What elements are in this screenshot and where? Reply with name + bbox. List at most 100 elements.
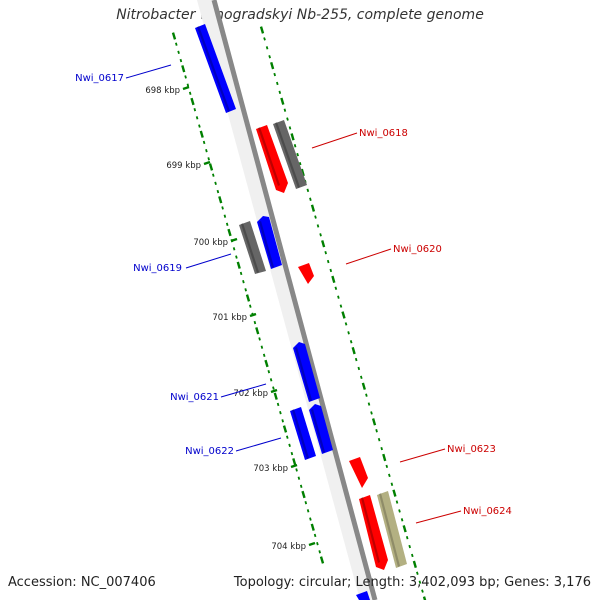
- right-tick-track-dot: [296, 152, 299, 157]
- left-tick-track-dot: [306, 509, 310, 513]
- left-tick-track-dot: [282, 425, 288, 433]
- left-tick-track-dot: [295, 468, 298, 472]
- right-tick-track-dot: [278, 90, 282, 95]
- left-tick-track-dot: [184, 75, 187, 79]
- tick-major: [182, 85, 190, 91]
- left-tick-track-dot: [313, 533, 317, 538]
- gene-nwi0619[interactable]: [257, 216, 282, 269]
- right-tick-track-dot: [341, 311, 346, 319]
- right-tick-track-dot: [329, 268, 333, 273]
- tick-major: [308, 541, 316, 547]
- ticks-layer: [171, 26, 427, 600]
- left-tick-track-dot: [281, 419, 284, 423]
- right-tick-track-dot: [422, 596, 427, 600]
- gene-nwi0618-gray[interactable]: [273, 120, 307, 189]
- left-tick-track-dot: [179, 58, 183, 63]
- left-tick-track-dot: [175, 42, 178, 46]
- right-tick-track-dot: [324, 250, 327, 255]
- gene-nwi0622-a[interactable]: [290, 407, 316, 460]
- left-tick-track-dot: [272, 386, 275, 390]
- left-tick-track-dot: [290, 451, 294, 456]
- gene-nwi0622-shade: [311, 409, 325, 453]
- right-tick-track-dot: [402, 525, 407, 533]
- left-tick-track-dot: [177, 50, 180, 55]
- gene-label-leader: [345, 248, 392, 265]
- left-tick-track-dot: [269, 378, 273, 382]
- right-tick-track-dot: [339, 304, 343, 308]
- gene-nwi0623[interactable]: [349, 457, 368, 488]
- left-tick-track-dot: [227, 228, 232, 237]
- left-tick-track-dot: [218, 196, 223, 204]
- tick-label: 701 kbp: [212, 313, 247, 323]
- left-tick-track-dot: [212, 173, 215, 177]
- left-tick-track-dot: [208, 163, 214, 171]
- gene-nwi0619-gray-shade: [241, 223, 259, 273]
- right-tick-track-dot: [293, 144, 297, 148]
- left-tick-track-dot: [286, 435, 289, 439]
- gene-label-leader: [399, 448, 446, 463]
- gene-nwi0619-gray[interactable]: [239, 221, 266, 274]
- gene-nwi0624-olive-shade: [379, 493, 400, 567]
- left-tick-track-dot: [242, 279, 245, 284]
- left-tick-track-dot: [276, 402, 280, 407]
- gene-nwi0620[interactable]: [298, 263, 314, 284]
- gene-nwi0621[interactable]: [293, 342, 320, 402]
- right-tick-track-dot: [405, 535, 409, 540]
- gene-nwi0624[interactable]: [359, 495, 388, 570]
- right-tick-track-dot: [298, 161, 302, 166]
- left-tick-track-dot: [198, 124, 201, 128]
- left-tick-track-dot: [297, 476, 301, 480]
- right-tick-track-dot: [283, 108, 287, 112]
- gene-label[interactable]: Nwi_0619: [133, 263, 182, 274]
- gene-nwi0621-shade: [295, 347, 312, 401]
- gene-label[interactable]: Nwi_0621: [170, 392, 219, 403]
- left-tick-track-dot: [216, 189, 220, 194]
- right-tick-track-dot: [385, 464, 389, 469]
- left-tick-track-dot: [205, 148, 208, 153]
- gene-nwi0624-olive[interactable]: [377, 491, 407, 568]
- left-tick-track-dot: [232, 247, 236, 251]
- gene-label[interactable]: Nwi_0620: [393, 244, 442, 255]
- left-tick-track-dot: [188, 91, 192, 96]
- right-tick-track-dot: [371, 418, 377, 426]
- tick-major: [270, 388, 278, 394]
- right-tick-track-dot: [398, 509, 401, 513]
- topology-text: Topology: circular; Length: 3,402,093 bp…: [233, 575, 591, 590]
- right-tick-track-dot: [268, 55, 271, 59]
- gene-next-partial[interactable]: [356, 591, 370, 600]
- gene-nwi0618[interactable]: [256, 125, 288, 193]
- right-tick-track-dot: [306, 188, 310, 193]
- gene-label[interactable]: Nwi_0624: [463, 506, 512, 517]
- gene-label-leader: [311, 132, 358, 149]
- gene-nwi0617-shade: [197, 26, 230, 112]
- tick-major: [249, 312, 257, 318]
- right-tick-track-dot: [411, 553, 414, 558]
- tick-major: [230, 237, 238, 243]
- right-tick-track-dot: [360, 375, 363, 380]
- gene-nwi0617[interactable]: [195, 24, 236, 113]
- gene-label[interactable]: Nwi_0618: [359, 128, 408, 139]
- right-tick-track-dot: [265, 46, 269, 50]
- right-tick-track-dot: [408, 544, 411, 549]
- right-tick-track-dot: [354, 357, 358, 362]
- tick-major: [203, 160, 211, 166]
- right-tick-track-dot: [334, 286, 338, 290]
- left-tick-track-dot: [190, 97, 195, 106]
- gene-label[interactable]: Nwi_0622: [185, 446, 234, 457]
- right-tick-track-dot: [367, 402, 371, 406]
- right-tick-track-dot: [347, 331, 350, 335]
- left-tick-track-dot: [199, 130, 204, 138]
- accession-text: Accession: NC_007406: [8, 575, 156, 590]
- right-tick-track-dot: [377, 437, 381, 442]
- backbone-strand: [211, 0, 378, 600]
- right-tick-track-dot: [310, 204, 316, 212]
- left-tick-track-dot: [239, 271, 243, 276]
- gene-label[interactable]: Nwi_0623: [447, 444, 496, 455]
- gene-label[interactable]: Nwi_0617: [75, 73, 124, 84]
- gene-nwi0622[interactable]: [309, 404, 333, 454]
- right-tick-track-dot: [344, 322, 348, 326]
- right-tick-track-dot: [412, 560, 417, 569]
- gene-nwi0618-gray-shade: [275, 122, 300, 188]
- right-tick-track-dot: [314, 215, 317, 219]
